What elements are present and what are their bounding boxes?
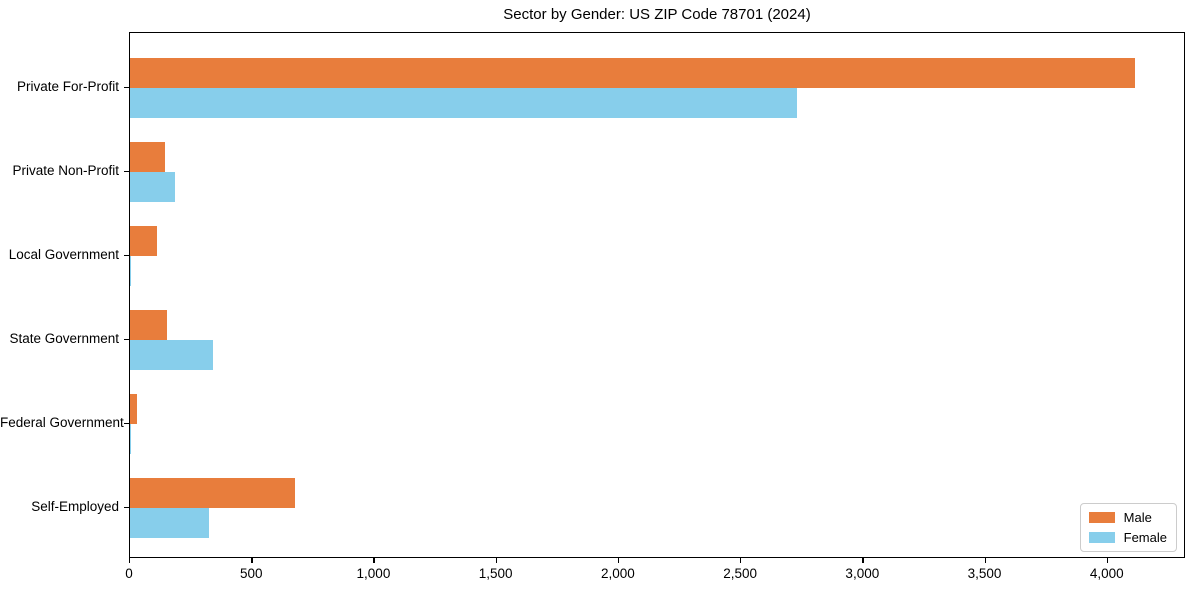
xtick-label-1-000: 1,000: [356, 566, 391, 581]
chart-title: Sector by Gender: US ZIP Code 78701 (202…: [503, 6, 811, 23]
plot-area: Male Female: [129, 32, 1185, 558]
bar-female-private-for-profit: [130, 88, 798, 118]
bar-female-federal-government: [130, 424, 131, 454]
ytick-label-federal-government: Federal Government: [0, 415, 124, 430]
ytick-label-state-government: State Government: [9, 331, 119, 346]
legend-swatch-female: [1088, 532, 1115, 543]
xtick-mark: [251, 558, 253, 563]
xtick-label-1-500: 1,500: [478, 566, 513, 581]
xtick-mark: [129, 558, 131, 563]
bar-female-self-employed: [130, 508, 210, 538]
bar-female-private-non-profit: [130, 172, 176, 202]
ytick-mark: [124, 170, 129, 172]
xtick-label-0: 0: [125, 566, 133, 581]
legend-swatch-male: [1088, 512, 1115, 523]
ytick-mark: [124, 506, 129, 508]
ytick-label-local-government: Local Government: [8, 247, 119, 262]
legend-item-male: Male: [1088, 510, 1167, 525]
xtick-mark: [862, 558, 864, 563]
ytick-mark: [124, 422, 129, 424]
bar-male-state-government: [130, 310, 167, 340]
xtick-mark: [740, 558, 742, 563]
ytick-label-private-non-profit: Private Non-Profit: [12, 163, 119, 178]
xtick-label-2-500: 2,500: [723, 566, 758, 581]
xtick-mark: [373, 558, 375, 563]
xtick-mark: [984, 558, 986, 563]
xtick-label-3-500: 3,500: [967, 566, 1002, 581]
legend-label-female: Female: [1123, 530, 1167, 545]
bar-male-self-employed: [130, 478, 295, 508]
xtick-label-500: 500: [239, 566, 263, 581]
xtick-mark: [617, 558, 620, 563]
bar-male-private-non-profit: [130, 142, 166, 172]
ytick-label-private-for-profit: Private For-Profit: [16, 79, 119, 94]
bar-male-federal-government: [130, 394, 138, 424]
ytick-mark: [124, 254, 129, 256]
legend: Male Female: [1079, 503, 1177, 552]
bar-male-local-government: [130, 226, 157, 256]
ytick-mark: [124, 338, 129, 340]
legend-label-male: Male: [1123, 510, 1152, 525]
xtick-label-4-000: 4,000: [1089, 566, 1124, 581]
xtick-label-2-000: 2,000: [600, 566, 635, 581]
ytick-label-self-employed: Self-Employed: [31, 499, 119, 514]
legend-item-female: Female: [1088, 530, 1167, 545]
bar-male-private-for-profit: [130, 58, 1135, 88]
xtick-mark: [495, 558, 497, 563]
ytick-mark: [124, 86, 129, 88]
xtick-mark: [1106, 558, 1109, 563]
xtick-label-3-000: 3,000: [845, 566, 880, 581]
bar-female-local-government: [130, 256, 132, 286]
bar-female-state-government: [130, 340, 214, 370]
